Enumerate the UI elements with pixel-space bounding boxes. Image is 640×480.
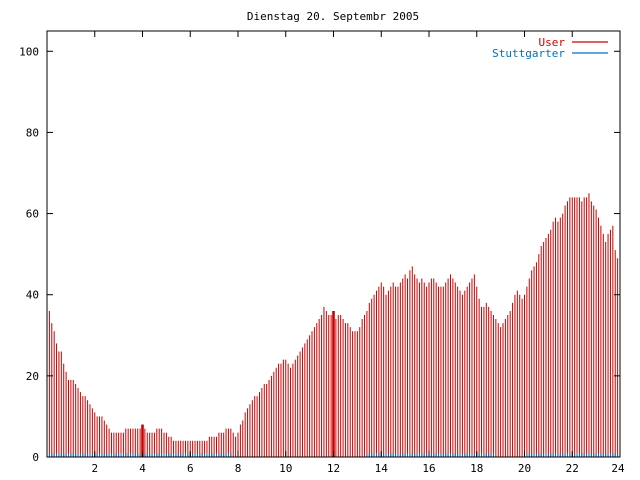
legend-label-stuttgarter: Stuttgarter [492,47,565,60]
series-stuttgarter [46,452,621,457]
x-tick-label: 8 [235,462,242,475]
y-tick-label: 60 [26,208,39,221]
x-tick-label: 14 [375,462,389,475]
legend-label-user: User [539,36,566,49]
series-user [46,193,621,457]
x-tick-label: 6 [187,462,194,475]
y-tick-label: 40 [26,289,39,302]
legend: User Stuttgarter [492,36,608,60]
x-tick-label: 4 [139,462,146,475]
series-layer [46,193,621,457]
x-tick-label: 20 [518,462,531,475]
y-tick-label: 0 [32,451,39,464]
x-tick-label: 18 [470,462,483,475]
chart-title: Dienstag 20. Septembr 2005 [247,10,419,23]
y-tick-label: 20 [26,370,39,383]
x-tick-label: 24 [611,462,625,475]
y-tick-label: 100 [19,45,39,58]
x-tick-label: 12 [327,462,340,475]
x-tick-label: 22 [566,462,579,475]
x-tick-label: 16 [422,462,435,475]
x-tick-label: 10 [279,462,292,475]
y-tick-label: 80 [26,126,39,139]
x-tick-label: 2 [91,462,98,475]
